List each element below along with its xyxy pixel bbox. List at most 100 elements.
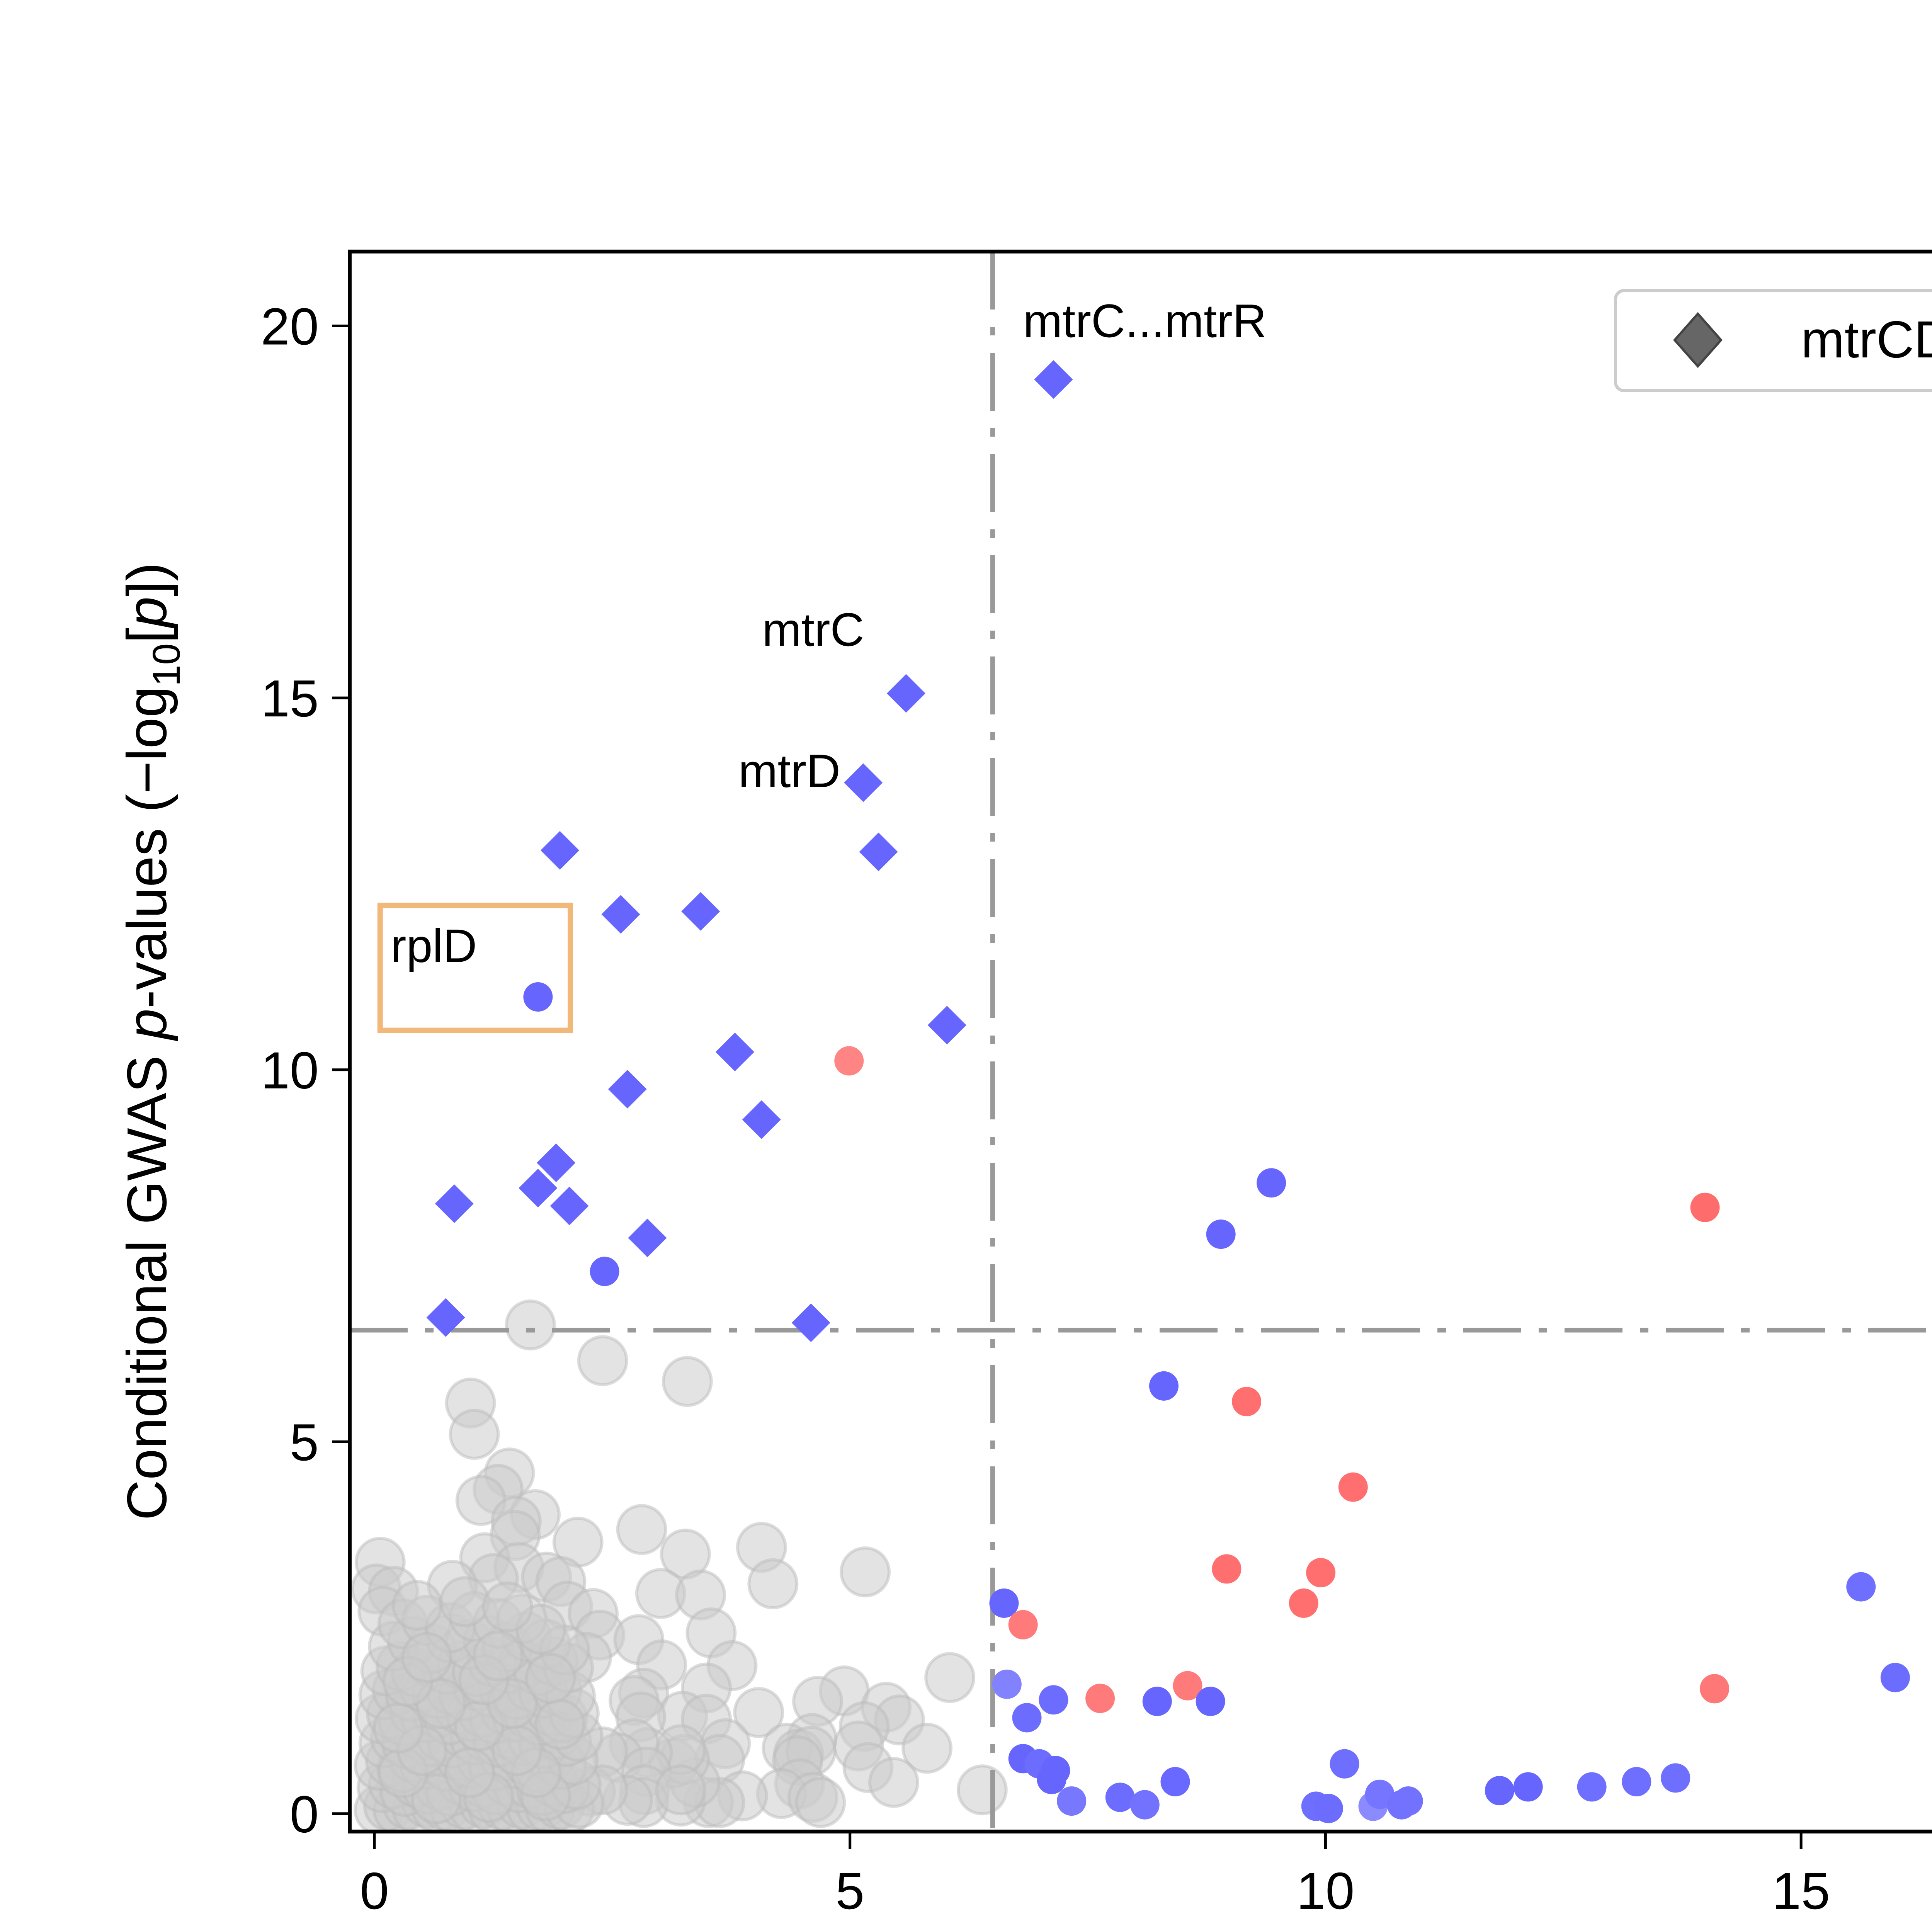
gray-point [956, 1764, 1008, 1816]
significant-point [1690, 1192, 1720, 1222]
significant-point [1057, 1786, 1087, 1816]
x-tick-label: 10 [1296, 1862, 1354, 1920]
gray-point [662, 1356, 713, 1407]
significant-point [1149, 1371, 1179, 1401]
y-axis-label: Conditional GWAS p-values (−log10[p]) [116, 562, 188, 1520]
mtrcde-diamond [426, 1298, 465, 1337]
significant-point [1257, 1168, 1286, 1198]
x-tick-label: 0 [360, 1862, 389, 1920]
significant-point [992, 1669, 1022, 1699]
mtrcde-diamond [844, 763, 883, 802]
significant-points [523, 982, 1910, 1823]
mtrcde-diamond [681, 892, 720, 931]
significant-point [1008, 1610, 1038, 1639]
significant-point [1880, 1663, 1910, 1692]
mtrcde-diamond [742, 1100, 781, 1139]
gray-point [577, 1335, 628, 1386]
significant-point [1700, 1674, 1730, 1704]
y-tick-label: 20 [261, 298, 319, 356]
non-significant-points [350, 1299, 1008, 1832]
legend-diamond-icon [1673, 312, 1723, 368]
mtrcde-diamond [628, 1218, 667, 1257]
mtrcde-diamond [859, 832, 898, 871]
significant-point [989, 1588, 1019, 1618]
mtrcde-diamond [886, 674, 925, 713]
gray-point [391, 1580, 443, 1631]
threshold-lines [350, 252, 1932, 1832]
gray-point [901, 1723, 953, 1774]
legend: mtrCDE-associated [1614, 289, 1932, 392]
mtrcde-diamond [550, 1186, 589, 1225]
plot-background [350, 252, 1932, 1832]
significant-point [1232, 1387, 1262, 1417]
significant-point [1196, 1687, 1225, 1716]
significant-point [1513, 1772, 1543, 1802]
mtrcde-diamonds [426, 360, 1073, 1342]
gray-point [444, 1747, 495, 1798]
gray-point [534, 1699, 585, 1750]
significant-point [1330, 1749, 1359, 1779]
mtrcde-diamond [519, 1168, 558, 1208]
significant-point [1485, 1776, 1514, 1806]
mtrcde-diamond [1034, 360, 1073, 399]
significant-point [1012, 1703, 1042, 1733]
mtrcde-diamond [791, 1303, 830, 1342]
significant-point [1289, 1588, 1318, 1618]
rplD-point [523, 982, 553, 1012]
significant-point [1338, 1472, 1368, 1502]
gray-point [840, 1546, 891, 1598]
mtrcde-diamond [537, 1143, 576, 1182]
mtrcde-diamond [601, 895, 640, 934]
gray-point [472, 1630, 524, 1682]
significant-point [1622, 1767, 1651, 1797]
y-tick-label: 5 [290, 1413, 319, 1471]
gray-point [795, 1777, 846, 1828]
gray-point [401, 1632, 452, 1683]
y-tick-label: 0 [290, 1785, 319, 1844]
significant-point [590, 1257, 619, 1286]
significant-point [1661, 1763, 1690, 1793]
significant-point [1085, 1684, 1115, 1713]
significant-point [1130, 1790, 1160, 1820]
significant-point [1105, 1782, 1135, 1812]
significant-point [1212, 1554, 1242, 1584]
annotations: mtrC...mtrR mtrC mtrD rplD [391, 294, 1267, 972]
gray-point [868, 1757, 919, 1808]
mtrcde-diamond [435, 1184, 474, 1223]
y-tick-label: 10 [261, 1041, 319, 1100]
y-axis-ticks: 0 5 10 15 20 [261, 298, 350, 1844]
gray-point [733, 1687, 784, 1738]
gray-point [439, 1576, 490, 1628]
mtrcde-diamond [608, 1070, 647, 1109]
gray-point [655, 1764, 706, 1816]
mtrcde-diamond [715, 1032, 754, 1071]
legend-label: mtrCDE-associated [1801, 310, 1932, 369]
significant-point [1037, 1765, 1066, 1794]
significant-point [1206, 1219, 1236, 1249]
significant-point [1306, 1558, 1336, 1588]
significant-point [1173, 1671, 1202, 1701]
gray-point [449, 1408, 500, 1460]
significant-point [1393, 1786, 1423, 1816]
significant-point [1160, 1767, 1190, 1797]
mtrcde-diamond [540, 831, 579, 870]
gray-point [924, 1652, 976, 1703]
gray-point [525, 1653, 576, 1704]
x-tick-label: 5 [835, 1862, 864, 1920]
significant-point [1846, 1572, 1876, 1602]
legend-frame [1614, 289, 1932, 392]
annotation-mtrc: mtrC [762, 603, 864, 656]
plot-frame [348, 250, 1932, 1833]
gray-point [616, 1504, 667, 1555]
significant-point [1313, 1794, 1343, 1823]
significant-point [1365, 1779, 1395, 1809]
rplD-highlight-box [377, 903, 573, 1033]
annotation-rpld: rplD [391, 920, 477, 972]
gray-point [410, 1773, 462, 1825]
significant-point [1039, 1685, 1068, 1715]
y-tick-label: 15 [261, 669, 319, 728]
annotation-mtrcmtrr: mtrC...mtrR [1023, 294, 1267, 347]
significant-point [1142, 1687, 1172, 1716]
